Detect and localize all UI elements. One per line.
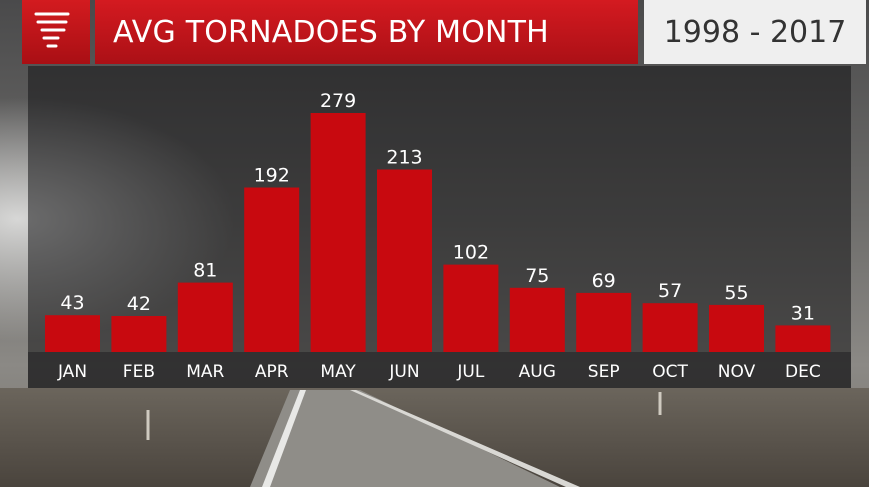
bar-jul (443, 264, 499, 352)
bar-aug (509, 287, 565, 352)
data-label-feb: 42 (127, 293, 151, 315)
bar-chart: 43 JAN 42 FEB 81 MAR 192 APR 279 MAY 213 JUN 102 JUL 7… (28, 90, 851, 388)
tornado-icon (34, 12, 70, 48)
data-label-may: 279 (320, 90, 356, 112)
bar-dec (775, 325, 831, 352)
x-tick-jun: JUN (388, 362, 419, 382)
bar-sep (576, 292, 632, 352)
x-tick-apr: APR (255, 362, 289, 382)
x-tick-feb: FEB (123, 362, 155, 382)
data-label-jul: 102 (453, 242, 489, 264)
bar-jun (377, 169, 432, 352)
data-label-nov: 55 (724, 282, 748, 304)
x-tick-aug: AUG (519, 362, 556, 382)
data-label-oct: 57 (658, 280, 682, 302)
chart-panel: 43 JAN 42 FEB 81 MAR 192 APR 279 MAY 213 JUN 102 JUL 7… (28, 66, 851, 388)
bar-nov (709, 304, 764, 352)
bar-may (310, 113, 366, 352)
date-range-badge: 1998 - 2017 (644, 0, 866, 64)
data-label-mar: 81 (193, 260, 217, 282)
bar-jan (45, 315, 100, 352)
chart-title: AVG TORNADOES BY MONTH (113, 14, 549, 50)
bar-apr (244, 187, 300, 352)
date-range: 1998 - 2017 (663, 14, 847, 50)
chart-title-bar: AVG TORNADOES BY MONTH (95, 0, 638, 64)
data-label-jun: 213 (386, 147, 422, 169)
x-tick-nov: NOV (718, 362, 756, 382)
bar-oct (642, 303, 698, 352)
x-tick-sep: SEP (588, 362, 620, 382)
data-label-apr: 192 (254, 165, 290, 187)
x-tick-oct: OCT (652, 362, 688, 382)
x-tick-mar: MAR (186, 362, 224, 382)
bar-feb (111, 316, 167, 352)
x-tick-jul: JUL (456, 362, 484, 382)
data-label-dec: 31 (791, 302, 815, 324)
bar-mar (177, 282, 233, 352)
x-axis-strip (28, 352, 851, 388)
x-tick-jan: JAN (57, 362, 87, 382)
logo-badge (22, 0, 90, 64)
data-label-sep: 69 (592, 270, 616, 292)
x-tick-may: MAY (320, 362, 356, 382)
data-label-aug: 75 (525, 265, 549, 287)
data-label-jan: 43 (60, 292, 84, 314)
x-tick-dec: DEC (785, 362, 821, 382)
